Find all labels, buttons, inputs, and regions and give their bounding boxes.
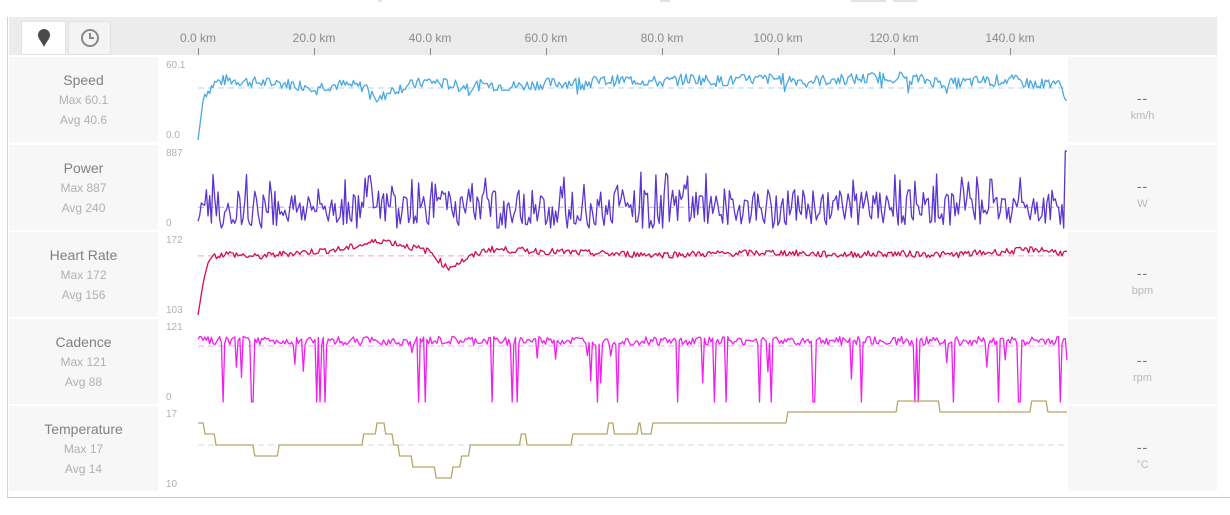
metric-name: Cadence xyxy=(55,333,112,350)
metric-avg: Avg 14 xyxy=(64,461,103,476)
y-axis-min-label: 0.0 xyxy=(166,130,180,141)
metric-plot[interactable]: 121 0 xyxy=(158,319,1068,404)
metric-plot[interactable]: 887 0 xyxy=(158,145,1067,230)
axis-tick-mark xyxy=(546,48,547,55)
metric-row-cadence: Cadence Max 121 Avg 88 121 0 -- rpm xyxy=(9,319,1217,404)
axis-tick-mark xyxy=(314,48,315,55)
line-chart xyxy=(197,238,1068,316)
unit-label: bpm xyxy=(1131,284,1154,297)
axis-tick-mark xyxy=(198,48,199,55)
metric-avg: Avg 240 xyxy=(61,200,106,215)
metric-current: -- °C xyxy=(1068,406,1217,491)
data-line xyxy=(198,400,1067,479)
unit-label: rpm xyxy=(1133,371,1152,384)
y-axis-min-label: 103 xyxy=(166,305,183,316)
time-mode-toggle[interactable] xyxy=(68,21,111,55)
current-value: -- xyxy=(1136,177,1149,194)
current-value: -- xyxy=(1136,264,1149,281)
metric-max: Max 172 xyxy=(60,267,107,282)
axis-tick-label: 140.0 km xyxy=(985,31,1035,45)
clipped-element xyxy=(893,0,917,2)
metric-plot[interactable]: 60.1 0.0 xyxy=(158,57,1068,142)
axis-tick-mark xyxy=(894,48,895,55)
data-line xyxy=(197,150,1067,229)
metric-summary: Power Max 887 Avg 240 xyxy=(9,145,158,230)
axis-tick-mark xyxy=(430,48,431,55)
metric-current: -- bpm xyxy=(1068,232,1217,317)
y-axis-max-label: 60.1 xyxy=(166,60,186,71)
y-axis-max-label: 17 xyxy=(166,409,178,420)
metric-max: Max 17 xyxy=(63,441,104,456)
axis-tick-mark xyxy=(1010,48,1011,55)
metric-current: -- W xyxy=(1068,145,1217,230)
axis-tick-label: 120.0 km xyxy=(869,31,919,45)
unit-label: W xyxy=(1137,197,1148,210)
metric-row-speed: Speed Max 60.1 Avg 40.6 60.1 0.0 -- km/h xyxy=(9,57,1217,142)
current-value: -- xyxy=(1136,89,1149,106)
metric-row-heart-rate: Heart Rate Max 172 Avg 156 172 103 -- bp… xyxy=(9,232,1217,317)
current-value: -- xyxy=(1136,438,1149,455)
top-strip xyxy=(0,0,1230,17)
metric-avg: Avg 156 xyxy=(61,287,106,302)
line-chart xyxy=(198,400,1067,479)
clipped-element xyxy=(660,0,670,2)
metric-max: Max 887 xyxy=(60,180,107,195)
metric-current: -- rpm xyxy=(1068,319,1217,404)
metric-name: Power xyxy=(63,159,104,176)
axis-tick-label: 20.0 km xyxy=(292,31,336,45)
y-axis-min-label: 0 xyxy=(166,392,172,403)
metric-plot[interactable]: 17 10 xyxy=(158,400,1067,491)
metric-summary: Heart Rate Max 172 Avg 156 xyxy=(9,232,158,317)
line-chart xyxy=(197,71,1068,141)
metric-max: Max 60.1 xyxy=(58,92,109,107)
axis-tick-mark xyxy=(778,48,779,55)
y-axis-min-label: 10 xyxy=(166,479,178,490)
axis-tick-mark xyxy=(662,48,663,55)
metric-avg: Avg 88 xyxy=(64,374,103,389)
metric-row-power: Power Max 887 Avg 240 887 0 -- W xyxy=(9,145,1217,230)
activity-charts-panel: 0.0 km 20.0 km 40.0 km 60.0 km 80.0 km 100.0 … xyxy=(7,17,1230,498)
axis-tick-label: 0.0 km xyxy=(179,31,217,45)
map-pin-icon xyxy=(37,29,50,47)
clipped-element xyxy=(851,0,886,2)
metric-summary: Temperature Max 17 Avg 14 xyxy=(9,406,158,491)
chart-header: 0.0 km 20.0 km 40.0 km 60.0 km 80.0 km 100.0 … xyxy=(9,17,1217,55)
data-line xyxy=(197,238,1068,316)
metric-row-temperature: Temperature Max 17 Avg 14 17 10 -- °C xyxy=(9,400,1217,491)
unit-label: °C xyxy=(1136,458,1149,471)
metric-summary: Speed Max 60.1 Avg 40.6 xyxy=(9,57,158,142)
y-axis-max-label: 887 xyxy=(166,148,183,159)
metric-plot[interactable]: 172 103 xyxy=(158,232,1068,317)
data-line xyxy=(197,335,1068,403)
line-chart xyxy=(197,335,1068,403)
metric-avg: Avg 40.6 xyxy=(59,112,108,127)
clipped-element xyxy=(378,0,382,2)
distance-mode-toggle[interactable] xyxy=(21,21,66,55)
metric-max: Max 121 xyxy=(60,354,107,369)
metric-name: Heart Rate xyxy=(49,246,118,263)
metric-name: Temperature xyxy=(44,420,123,437)
y-axis-max-label: 172 xyxy=(166,235,183,246)
unit-label: km/h xyxy=(1130,109,1155,122)
axis-tick-label: 100.0 km xyxy=(753,31,803,45)
data-line xyxy=(197,71,1068,141)
axis-tick-label: 80.0 km xyxy=(640,31,684,45)
metric-name: Speed xyxy=(63,71,104,88)
metric-summary: Cadence Max 121 Avg 88 xyxy=(9,319,158,404)
axis-tick-label: 60.0 km xyxy=(524,31,568,45)
current-value: -- xyxy=(1136,351,1149,368)
axis-tick-label: 40.0 km xyxy=(408,31,452,45)
line-chart xyxy=(197,150,1067,229)
y-axis-max-label: 121 xyxy=(166,322,183,333)
y-axis-min-label: 0 xyxy=(166,218,172,229)
metric-current: -- km/h xyxy=(1068,57,1217,142)
clock-icon xyxy=(80,29,99,47)
